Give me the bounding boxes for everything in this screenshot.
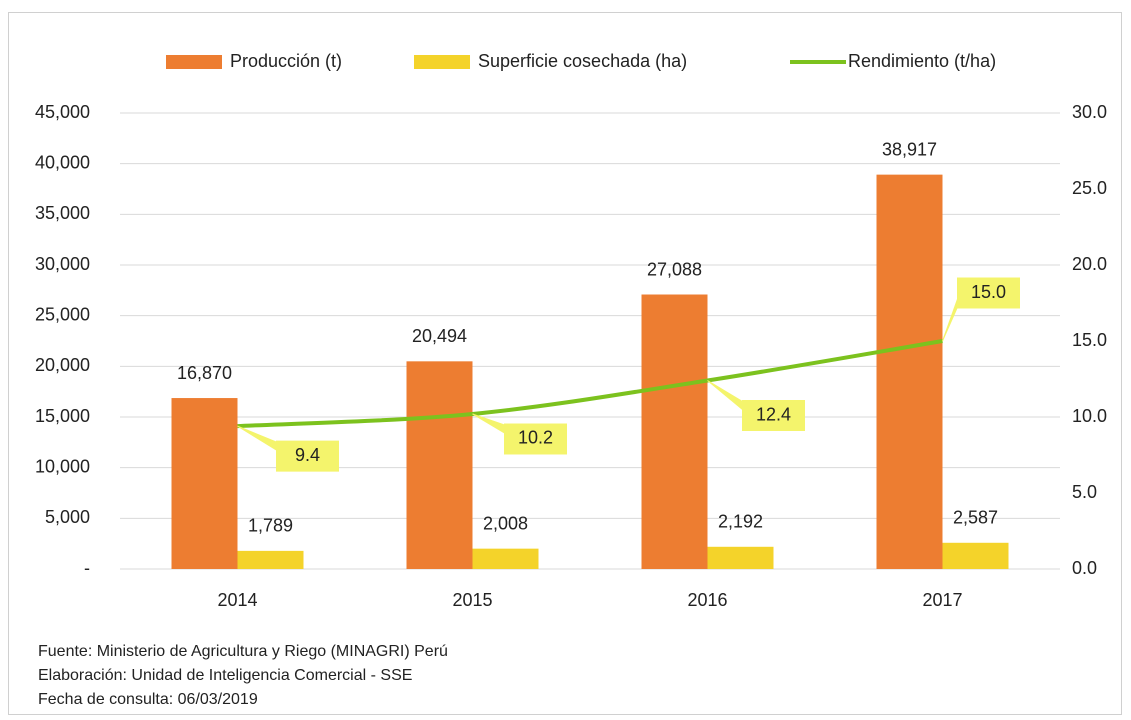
- x-tick-label: 2014: [217, 590, 257, 610]
- x-tick-label: 2017: [922, 590, 962, 610]
- data-label: 20,494: [412, 326, 467, 346]
- y2-tick-label: 15.0: [1072, 330, 1107, 350]
- y-tick-label: 30,000: [35, 254, 90, 274]
- data-label: 1,789: [248, 516, 293, 536]
- bar: [406, 361, 473, 569]
- bar: [472, 548, 539, 569]
- x-tick-label: 2015: [452, 590, 492, 610]
- data-label: 16,870: [177, 363, 232, 383]
- x-tick-label: 2016: [687, 590, 727, 610]
- legend-swatch: [414, 55, 470, 69]
- y-tick-label: 20,000: [35, 355, 90, 375]
- y2-tick-label: 0.0: [1072, 558, 1097, 578]
- data-label: 27,088: [647, 259, 702, 279]
- bar: [237, 550, 304, 569]
- callout: [472, 413, 567, 455]
- bar: [171, 398, 238, 569]
- callout: [237, 425, 339, 472]
- y-tick-label: 25,000: [35, 304, 90, 324]
- y2-tick-label: 30.0: [1072, 102, 1107, 122]
- data-label: 12.4: [756, 404, 791, 424]
- y2-tick-label: 5.0: [1072, 482, 1097, 502]
- y2-tick-label: 25.0: [1072, 178, 1107, 198]
- footnote: Fecha de consulta: 06/03/2019: [38, 691, 258, 708]
- data-label: 2,192: [718, 512, 763, 532]
- callout: [707, 380, 805, 432]
- data-label: 2,008: [483, 513, 528, 533]
- legend-label: Producción (t): [230, 51, 342, 71]
- bar: [942, 542, 1009, 569]
- y-tick-label: 10,000: [35, 456, 90, 476]
- y-tick-label: -: [84, 558, 90, 578]
- bar: [876, 174, 943, 570]
- y-tick-label: 45,000: [35, 102, 90, 122]
- callout: [942, 277, 1020, 342]
- legend-swatch: [166, 55, 222, 69]
- y-tick-label: 5,000: [45, 507, 90, 527]
- bar: [641, 294, 708, 569]
- footnote: Fuente: Ministerio de Agricultura y Rieg…: [38, 643, 448, 660]
- y-tick-label: 35,000: [35, 203, 90, 223]
- data-label: 2,587: [953, 508, 998, 528]
- line: [237, 339, 943, 429]
- y2-tick-label: 20.0: [1072, 254, 1107, 274]
- bar: [707, 546, 774, 569]
- footnote: Elaboración: Unidad de Inteligencia Come…: [38, 667, 412, 684]
- y-tick-label: 40,000: [35, 152, 90, 172]
- data-label: 10.2: [518, 428, 553, 448]
- data-label: 15.0: [971, 282, 1006, 302]
- data-label: 9.4: [295, 445, 320, 465]
- y-tick-label: 15,000: [35, 406, 90, 426]
- y2-tick-label: 10.0: [1072, 406, 1107, 426]
- data-label: 38,917: [882, 139, 937, 159]
- legend-label: Superficie cosechada (ha): [478, 51, 687, 71]
- legend-label: Rendimiento (t/ha): [848, 51, 996, 71]
